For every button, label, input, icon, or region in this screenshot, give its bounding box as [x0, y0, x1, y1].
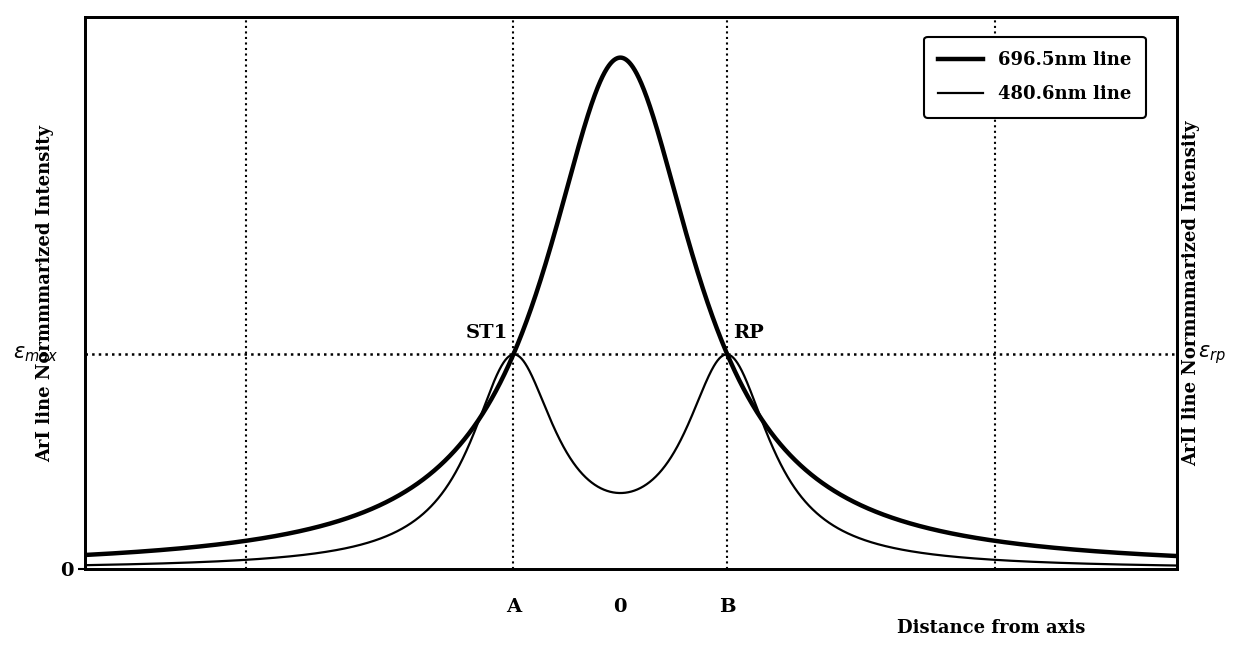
- Line: 696.5nm line: 696.5nm line: [86, 58, 1177, 556]
- 480.6nm line: [506, 350, 521, 358]
- Text: 0: 0: [614, 598, 627, 615]
- Text: $\varepsilon_{max}$: $\varepsilon_{max}$: [14, 345, 58, 365]
- 480.6nm line: [495, 360, 510, 368]
- X-axis label: Distance from axis: Distance from axis: [897, 619, 1085, 637]
- 480.6nm line: [976, 555, 991, 563]
- Text: A: A: [506, 598, 521, 615]
- Text: $\varepsilon_{rp}$: $\varepsilon_{rp}$: [1198, 343, 1226, 366]
- Text: ST1: ST1: [466, 324, 508, 341]
- 696.5nm line: [1169, 552, 1184, 560]
- 696.5nm line: [613, 54, 627, 62]
- Text: RP: RP: [733, 324, 764, 341]
- Y-axis label: ArII line Normmmarized Intensity: ArII line Normmmarized Intensity: [1182, 120, 1200, 466]
- 696.5nm line: [277, 531, 291, 539]
- 696.5nm line: [893, 517, 908, 524]
- 480.6nm line: [733, 363, 748, 371]
- 696.5nm line: [78, 551, 93, 559]
- Legend: 696.5nm line, 480.6nm line: 696.5nm line, 480.6nm line: [924, 37, 1146, 118]
- 480.6nm line: [893, 545, 908, 553]
- 696.5nm line: [495, 374, 510, 382]
- Text: B: B: [719, 598, 735, 615]
- 480.6nm line: [787, 485, 802, 493]
- 480.6nm line: [1169, 561, 1184, 569]
- Line: 480.6nm line: 480.6nm line: [86, 354, 1177, 565]
- Y-axis label: ArI line Normmmarized Intensity: ArI line Normmmarized Intensity: [37, 125, 55, 461]
- 696.5nm line: [787, 456, 802, 464]
- 696.5nm line: [733, 378, 748, 386]
- 480.6nm line: [277, 553, 291, 561]
- 480.6nm line: [78, 561, 93, 569]
- 696.5nm line: [976, 535, 991, 543]
